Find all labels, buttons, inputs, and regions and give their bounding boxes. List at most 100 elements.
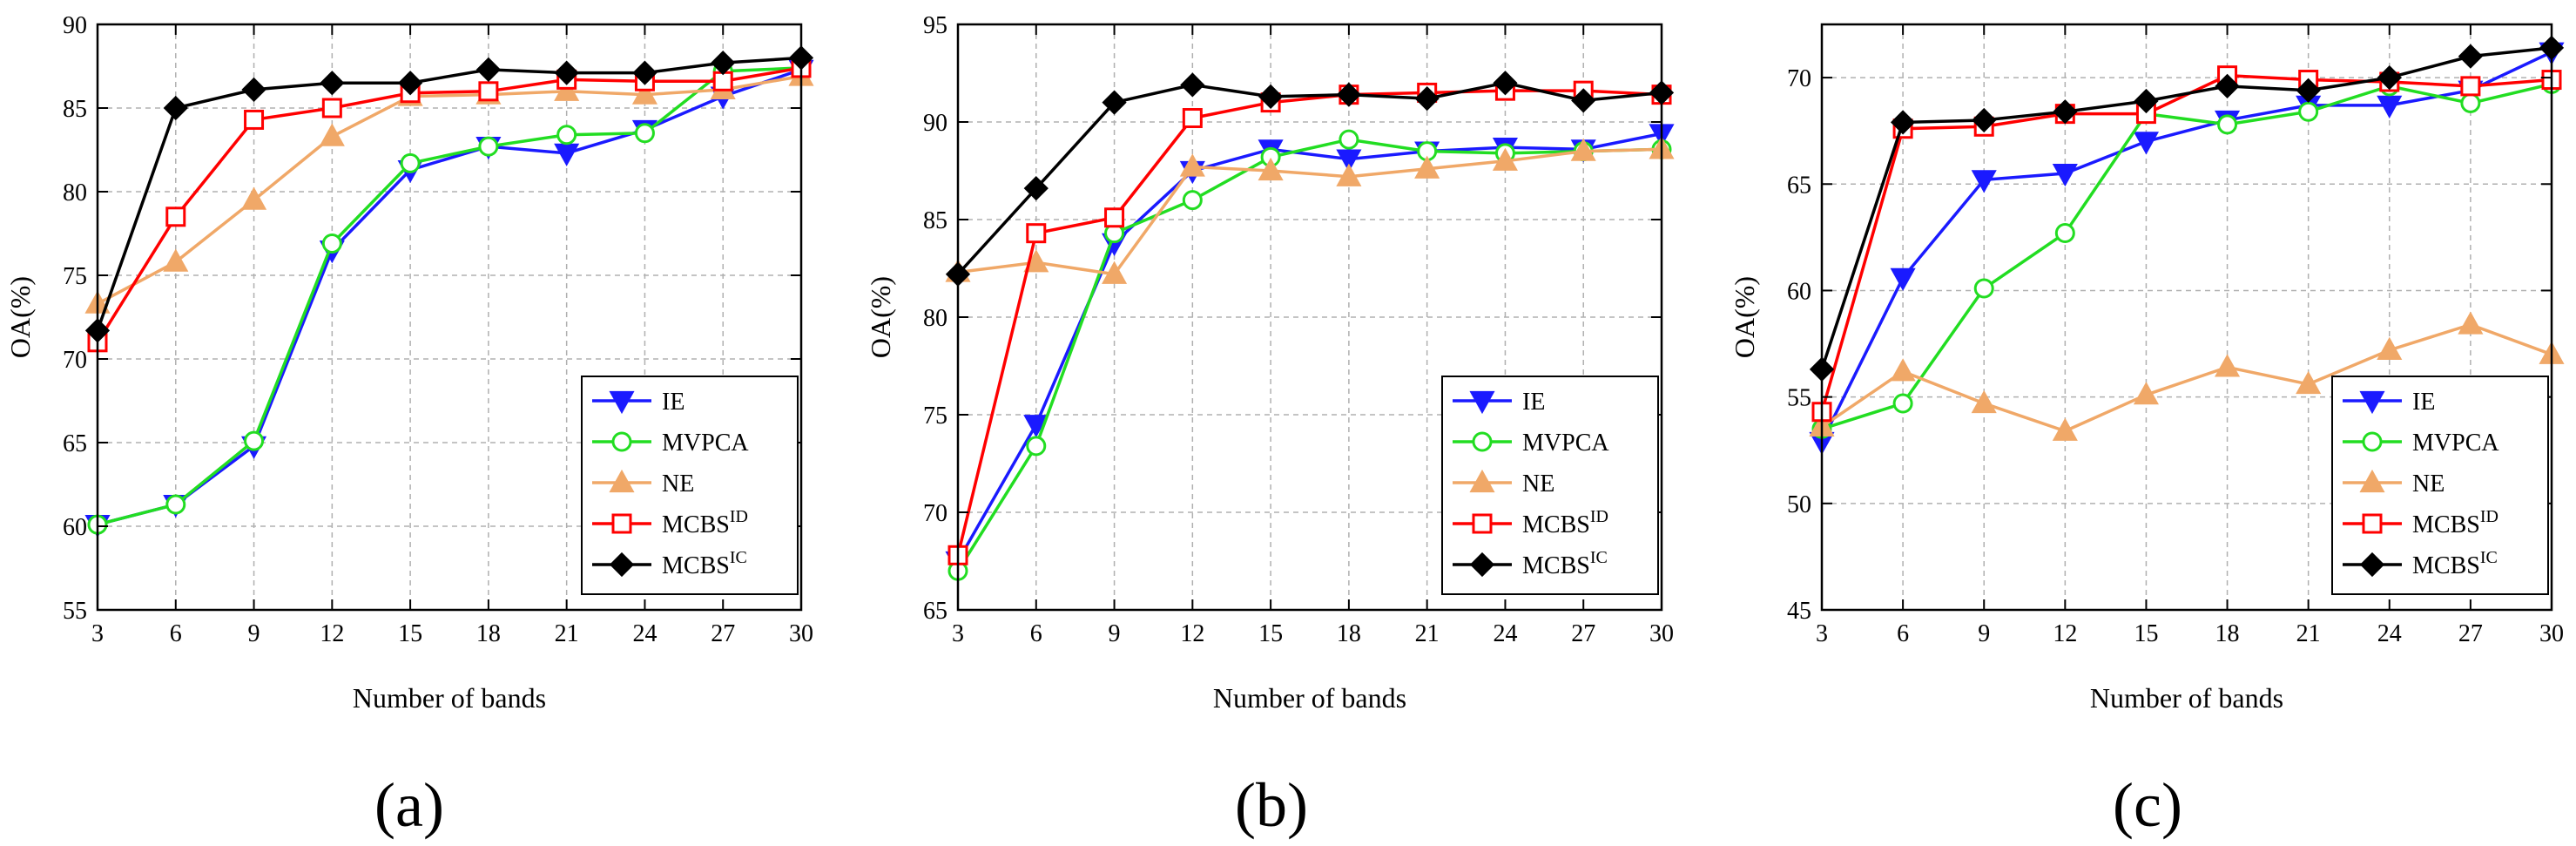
x-tick-label: 21 [1415, 620, 1440, 647]
data-point [1890, 110, 1916, 135]
series-mcbs-ic [1809, 35, 2565, 382]
data-point [1336, 149, 1362, 173]
data-point [163, 248, 189, 272]
data-point [241, 77, 266, 103]
legend-item-ie: IE [2343, 389, 2435, 416]
data-point [478, 81, 499, 102]
data-point [1336, 82, 1362, 107]
legend-marker [611, 513, 632, 534]
y-tick-label: 70 [1787, 65, 1811, 92]
data-point [2052, 163, 2078, 187]
data-point [2298, 101, 2319, 122]
y-tick-label: 75 [923, 403, 947, 430]
legend-marker [1472, 431, 1493, 452]
data-point [319, 123, 345, 146]
data-point [1026, 223, 1047, 244]
legend-marker [611, 431, 632, 452]
legend-item-ne: NE [1453, 469, 1554, 497]
legend-label: MVPCA [662, 430, 749, 457]
data-point [711, 51, 736, 76]
data-point [163, 95, 188, 121]
series-line [957, 147, 1662, 276]
series-line [956, 138, 1662, 572]
legend-marker [1472, 513, 1493, 534]
data-point [241, 186, 267, 210]
legend-item-ie: IE [592, 389, 684, 416]
x-axis-title: Number of bands [1213, 682, 1406, 714]
data-point [244, 109, 265, 130]
series-line [956, 81, 1662, 275]
y-tick-label: 45 [1787, 598, 1811, 625]
x-axis-title: Number of bands [2090, 682, 2283, 714]
x-tick-label: 9 [1978, 620, 1990, 647]
series-line [1820, 46, 2552, 370]
x-tick-label: 21 [2296, 620, 2321, 647]
chart-panel-3: 3 6 9 12 15 18 21 24 27 30 45 50 55 60 65 70 Number of b… [1729, 23, 2565, 840]
x-tick-label: 12 [2053, 620, 2077, 647]
data-point [2217, 114, 2238, 135]
data-point [1492, 147, 1518, 171]
x-tick-label: 3 [1816, 620, 1828, 647]
data-point [1414, 155, 1440, 179]
data-point [2133, 382, 2159, 405]
x-tick-label: 9 [248, 620, 260, 647]
x-tick-label: 6 [1897, 620, 1909, 647]
legend-marker [2362, 431, 2383, 452]
plot-frame [1820, 23, 2553, 612]
series-line [96, 66, 802, 343]
x-tick-label: 15 [398, 620, 422, 647]
x-tick-label: 27 [2458, 620, 2483, 647]
data-point [165, 206, 186, 227]
plot-frame [96, 23, 803, 612]
data-point [1026, 436, 1047, 457]
x-tick-label: 24 [2377, 620, 2402, 647]
x-tick-label: 12 [1180, 620, 1204, 647]
data-point [2460, 76, 2481, 97]
legend-label: IE [662, 389, 684, 416]
series-line [97, 74, 802, 306]
data-point [320, 71, 345, 96]
data-point [554, 143, 580, 166]
data-point [1973, 278, 1994, 299]
x-tick-label: 30 [1649, 620, 1674, 647]
legend-marker [1469, 469, 1495, 493]
legend-marker [609, 390, 635, 415]
legend-marker [2362, 513, 2383, 534]
series-line [956, 132, 1662, 562]
legend-marker [1469, 390, 1495, 415]
x-tick-label: 30 [789, 620, 813, 647]
y-axis-title: OA(%) [4, 276, 36, 358]
y-tick-label: 55 [1787, 385, 1811, 412]
y-tick-label: 55 [63, 598, 87, 625]
series-line [1820, 51, 2552, 443]
series-line [1821, 82, 2552, 430]
series-ne [945, 136, 1675, 284]
y-tick-label: 65 [923, 598, 947, 625]
legend-item-mvpca: MVPCA [592, 430, 749, 457]
legend-superscript: IC [730, 548, 747, 567]
y-tick-label: 80 [923, 305, 947, 332]
x-tick-label: 15 [1258, 620, 1283, 647]
legend-superscript: IC [1590, 548, 1608, 567]
y-tick-label: 80 [63, 179, 87, 206]
data-point [165, 494, 186, 515]
legend-item-ne: NE [592, 469, 694, 497]
data-point [2458, 311, 2484, 335]
data-point [2215, 73, 2240, 98]
data-point [556, 125, 577, 146]
legend-item-mvpca: MVPCA [1453, 430, 1609, 457]
data-point [1179, 153, 1205, 177]
x-tick-label: 18 [2215, 620, 2240, 647]
data-point [1892, 393, 1913, 414]
chart-panel-1: 3 6 9 12 15 18 21 24 27 30 55 60 65 70 75 80 85 90 Number … [4, 12, 814, 840]
y-tick-label: 50 [1787, 491, 1811, 518]
series-line [1821, 322, 2552, 433]
data-point [1971, 170, 1997, 193]
y-tick-label: 90 [923, 110, 947, 137]
data-point [2133, 132, 2159, 155]
panel-label: (c) [2113, 770, 2182, 840]
legend-superscript: ID [1590, 507, 1608, 526]
data-point [2460, 92, 2481, 113]
legend-label: IE [1522, 389, 1545, 416]
